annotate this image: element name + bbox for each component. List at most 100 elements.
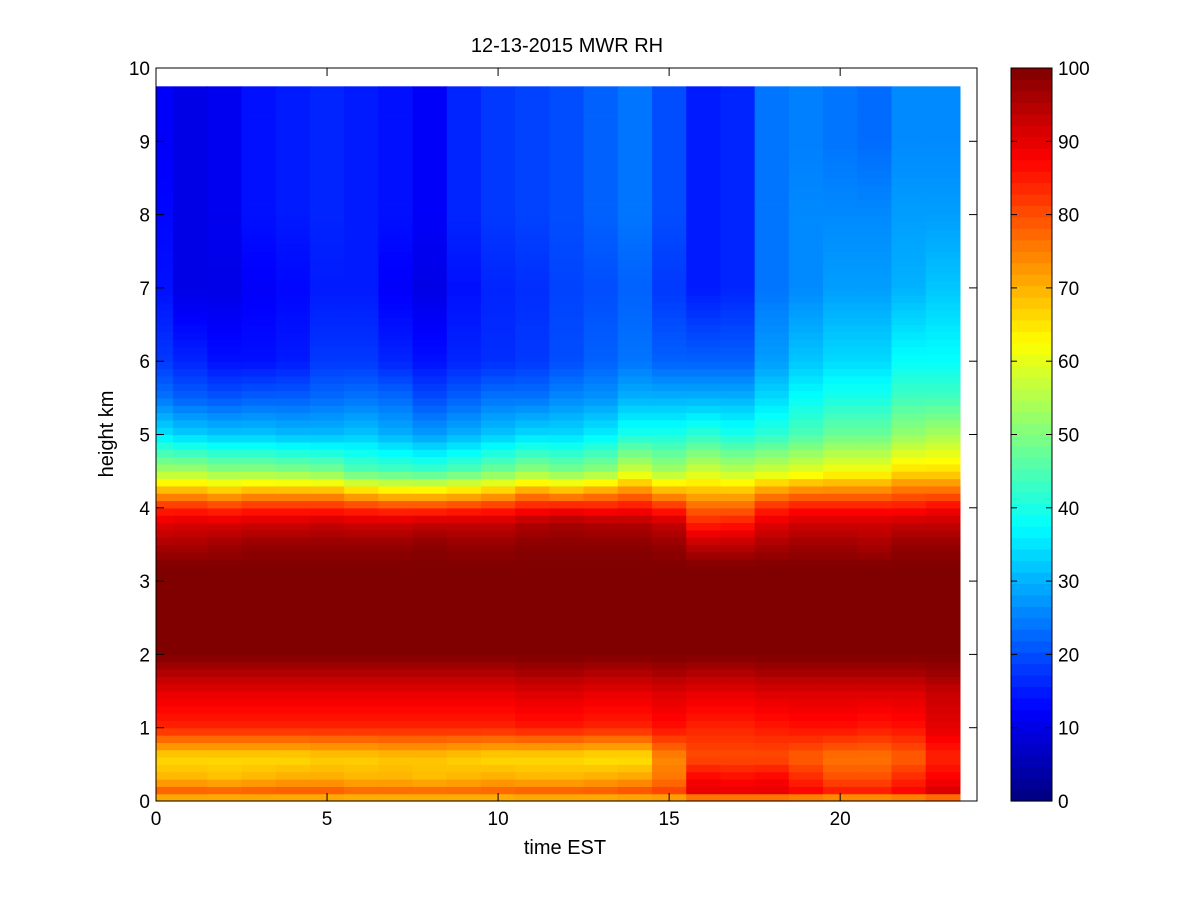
heatmap-cell bbox=[720, 786, 756, 795]
heatmap-cell bbox=[583, 126, 619, 135]
heatmap-cell bbox=[344, 163, 379, 172]
heatmap-cell bbox=[823, 419, 858, 428]
heatmap-cell bbox=[925, 207, 961, 216]
heatmap-cell bbox=[378, 317, 414, 326]
heatmap-cell bbox=[173, 757, 208, 765]
heatmap-cell bbox=[686, 155, 722, 164]
heatmap-cell bbox=[173, 192, 208, 201]
heatmap-cell bbox=[275, 273, 311, 282]
heatmap-cell bbox=[720, 265, 756, 274]
heatmap-cell bbox=[925, 529, 961, 538]
heatmap-cell bbox=[309, 419, 345, 428]
heatmap-cell bbox=[412, 331, 448, 340]
heatmap-cell bbox=[583, 779, 619, 787]
heatmap-cell bbox=[241, 581, 277, 590]
heatmap-cell bbox=[788, 97, 824, 106]
heatmap-cell bbox=[720, 705, 756, 714]
heatmap-cell bbox=[754, 595, 790, 604]
heatmap-cell bbox=[686, 632, 722, 641]
heatmap-cell bbox=[788, 119, 824, 128]
heatmap-cell bbox=[309, 243, 345, 252]
heatmap-cell bbox=[652, 302, 687, 311]
heatmap-cell bbox=[275, 383, 311, 392]
heatmap-cell bbox=[480, 529, 516, 538]
heatmap-cell bbox=[823, 742, 858, 751]
heatmap-cell bbox=[207, 258, 243, 267]
heatmap-cell bbox=[515, 595, 550, 604]
colorbar-step bbox=[1011, 503, 1052, 516]
heatmap-cell bbox=[275, 251, 311, 260]
heatmap-cell bbox=[857, 786, 893, 795]
colorbar-step bbox=[1011, 319, 1052, 333]
heatmap-cell bbox=[583, 141, 619, 150]
heatmap-cell bbox=[446, 361, 482, 370]
heatmap-cell bbox=[720, 449, 756, 458]
heatmap-cell bbox=[446, 427, 482, 436]
heatmap-cell bbox=[583, 713, 619, 721]
heatmap-cell bbox=[823, 119, 858, 128]
heatmap-cell bbox=[378, 566, 414, 575]
heatmap-cell bbox=[156, 192, 174, 201]
heatmap-cell bbox=[686, 713, 722, 721]
heatmap-cell bbox=[309, 537, 345, 546]
heatmap-cell bbox=[480, 375, 516, 384]
heatmap-cell bbox=[652, 647, 687, 655]
heatmap-cell bbox=[857, 155, 893, 164]
heatmap-cell bbox=[925, 86, 961, 91]
heatmap-cell bbox=[378, 742, 414, 751]
heatmap-cell bbox=[754, 559, 790, 568]
heatmap-cell bbox=[823, 163, 858, 172]
heatmap-cell bbox=[788, 141, 824, 150]
heatmap-cell bbox=[156, 632, 174, 641]
heatmap-cell bbox=[754, 581, 790, 590]
heatmap-cell bbox=[652, 654, 687, 663]
heatmap-cell bbox=[344, 133, 379, 142]
heatmap-cell bbox=[446, 97, 482, 106]
heatmap-cell bbox=[480, 170, 516, 179]
heatmap-cell bbox=[720, 537, 756, 546]
heatmap-cell bbox=[686, 610, 722, 619]
heatmap-cell bbox=[583, 390, 619, 399]
heatmap-cell bbox=[617, 742, 653, 751]
heatmap-cell bbox=[549, 434, 585, 443]
heatmap-cell bbox=[788, 170, 824, 179]
heatmap-cell bbox=[480, 177, 516, 186]
heatmap-cell bbox=[754, 617, 790, 626]
heatmap-cell bbox=[652, 786, 687, 795]
heatmap-cell bbox=[925, 317, 961, 326]
heatmap-cell bbox=[583, 647, 619, 655]
heatmap-cell bbox=[549, 713, 585, 721]
colorbar-step bbox=[1011, 159, 1052, 172]
heatmap-cell bbox=[788, 632, 824, 641]
heatmap-cell bbox=[891, 786, 927, 795]
heatmap-cell bbox=[652, 625, 687, 634]
heatmap-cell bbox=[241, 463, 277, 472]
heatmap-cell bbox=[652, 133, 687, 142]
heatmap-cell bbox=[583, 111, 619, 120]
heatmap-cell bbox=[549, 229, 585, 238]
heatmap-cell bbox=[207, 317, 243, 326]
heatmap-cell bbox=[241, 544, 277, 553]
heatmap-cell bbox=[857, 133, 893, 142]
heatmap-cell bbox=[275, 412, 311, 421]
heatmap-cell bbox=[686, 515, 722, 524]
colorbar-step bbox=[1011, 113, 1052, 126]
heatmap-cell bbox=[617, 610, 653, 619]
heatmap-cell bbox=[446, 471, 482, 480]
heatmap-cell bbox=[173, 126, 208, 135]
heatmap-cell bbox=[344, 324, 379, 333]
heatmap-cell bbox=[378, 119, 414, 128]
heatmap-cell bbox=[207, 390, 243, 399]
heatmap-cell bbox=[857, 647, 893, 655]
heatmap-cell bbox=[857, 471, 893, 480]
heatmap-cell bbox=[617, 661, 653, 670]
heatmap-cell bbox=[686, 243, 722, 252]
heatmap-cell bbox=[378, 515, 414, 524]
heatmap-cell bbox=[891, 229, 927, 238]
heatmap-cell bbox=[583, 537, 619, 546]
heatmap-cell bbox=[652, 595, 687, 604]
heatmap-cell bbox=[754, 493, 790, 502]
heatmap-cell bbox=[344, 676, 379, 685]
heatmap-cell bbox=[412, 339, 448, 348]
heatmap-cell bbox=[344, 221, 379, 230]
